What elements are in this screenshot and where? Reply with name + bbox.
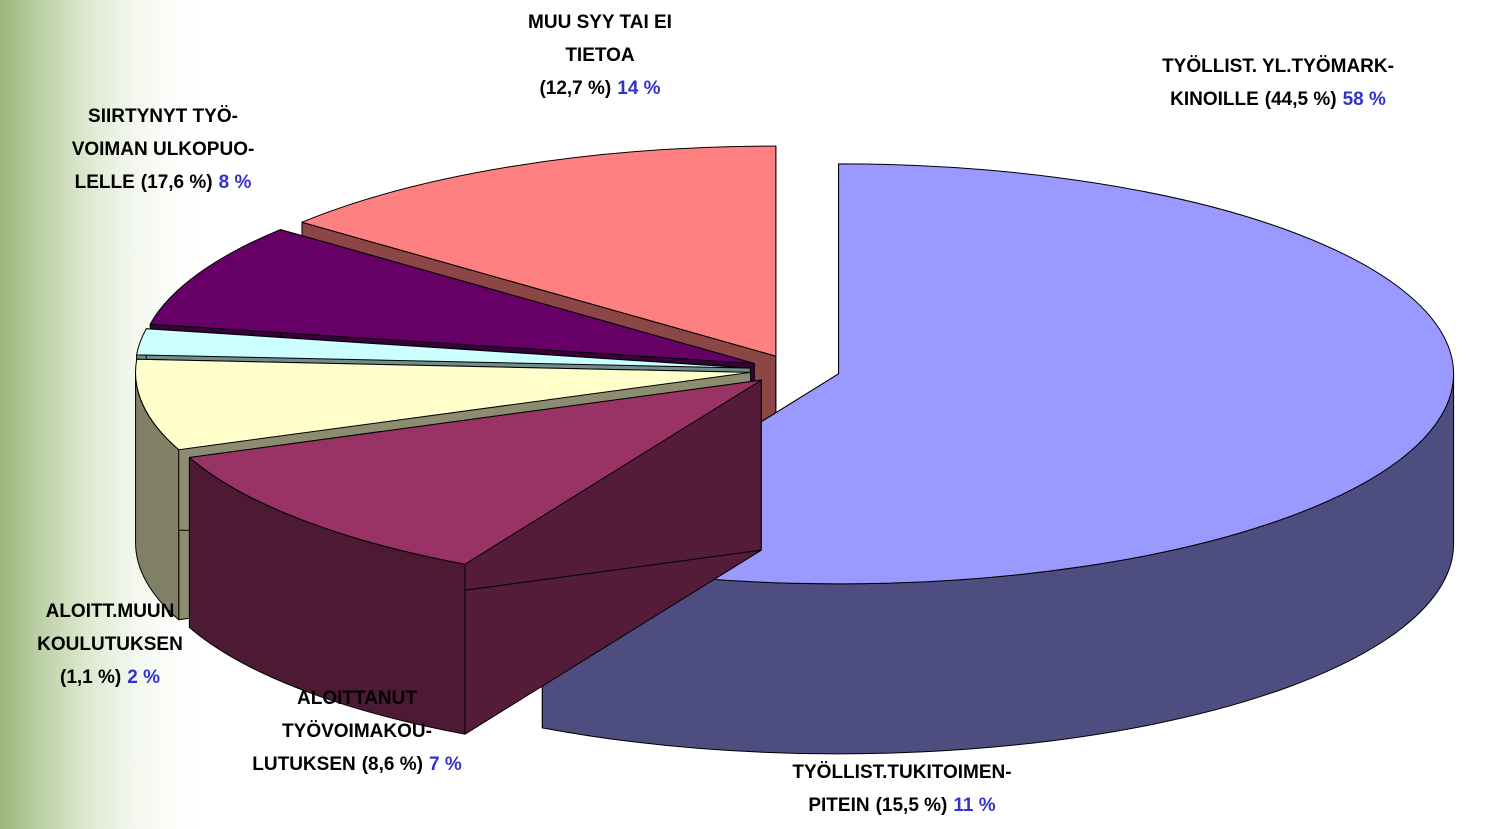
- category-label: MUU SYY TAI EI: [528, 12, 672, 33]
- data-label: (12,7 %) 14 %: [539, 78, 660, 99]
- data-label: TIETOA: [565, 45, 635, 66]
- pie: [135, 145, 1455, 755]
- data-label: ALOITT.MUUN: [46, 601, 175, 622]
- slice: [136, 328, 751, 369]
- category-label: TYÖLLIST. YL.TYÖMARK-: [1162, 56, 1394, 77]
- data-label: TYÖVOIMAKOU-: [282, 721, 432, 742]
- data-label: KINOILLE (44,5 %) 58 %: [1170, 89, 1386, 110]
- value-label: 58 %: [1343, 89, 1386, 110]
- slice: [135, 358, 752, 451]
- category-label: KOULUTUKSEN: [37, 634, 183, 655]
- category-label: TYÖVOIMAKOU-: [282, 721, 432, 742]
- data-label: PITEIN (15,5 %) 11 %: [808, 795, 995, 816]
- slice: [149, 229, 755, 364]
- category-label: PITEIN: [808, 795, 869, 816]
- value-label: 14 %: [617, 78, 660, 99]
- data-label: MUU SYY TAI EI: [528, 12, 672, 33]
- previous-value-label: (1,1 %): [60, 667, 121, 688]
- category-label: SIIRTYNYT TYÖ-: [88, 106, 238, 127]
- category-label: LUTUKSEN: [252, 754, 355, 775]
- data-label: KOULUTUKSEN: [37, 634, 183, 655]
- value-label: 2 %: [127, 667, 160, 688]
- data-label: (1,1 %) 2 %: [60, 667, 160, 688]
- data-label: TYÖLLIST.TUKITOIMEN-: [792, 762, 1011, 783]
- category-label: ALOITT.MUUN: [46, 601, 175, 622]
- category-label: LELLE: [75, 172, 135, 193]
- previous-value-label: (17,6 %): [141, 172, 213, 193]
- category-label: VOIMAN ULKOPUO-: [72, 139, 255, 160]
- category-label: TYÖLLIST.TUKITOIMEN-: [792, 762, 1011, 783]
- category-label: ALOITTANUT: [297, 688, 417, 709]
- previous-value-label: (44,5 %): [1265, 89, 1337, 110]
- slice: [541, 163, 1455, 585]
- data-label: LELLE (17,6 %) 8 %: [75, 172, 252, 193]
- data-label: TYÖLLIST. YL.TYÖMARK-: [1162, 56, 1394, 77]
- slice: [301, 145, 777, 357]
- value-label: 11 %: [953, 795, 995, 816]
- category-label: TIETOA: [565, 45, 635, 66]
- slice: [188, 379, 762, 565]
- data-label: VOIMAN ULKOPUO-: [72, 139, 255, 160]
- previous-value-label: (12,7 %): [539, 78, 611, 99]
- value-label: 7 %: [429, 754, 462, 775]
- labels: TYÖLLIST. YL.TYÖMARK- KINOILLE (44,5 %) 58 …: [37, 12, 1394, 816]
- category-label: KINOILLE: [1170, 89, 1259, 110]
- data-label: ALOITTANUT: [297, 688, 417, 709]
- previous-value-label: (15,5 %): [876, 795, 948, 816]
- data-label: SIIRTYNYT TYÖ-: [88, 106, 238, 127]
- previous-value-label: (8,6 %): [362, 754, 423, 775]
- data-label: LUTUKSEN (8,6 %) 7 %: [252, 754, 462, 775]
- value-label: 8 %: [219, 172, 252, 193]
